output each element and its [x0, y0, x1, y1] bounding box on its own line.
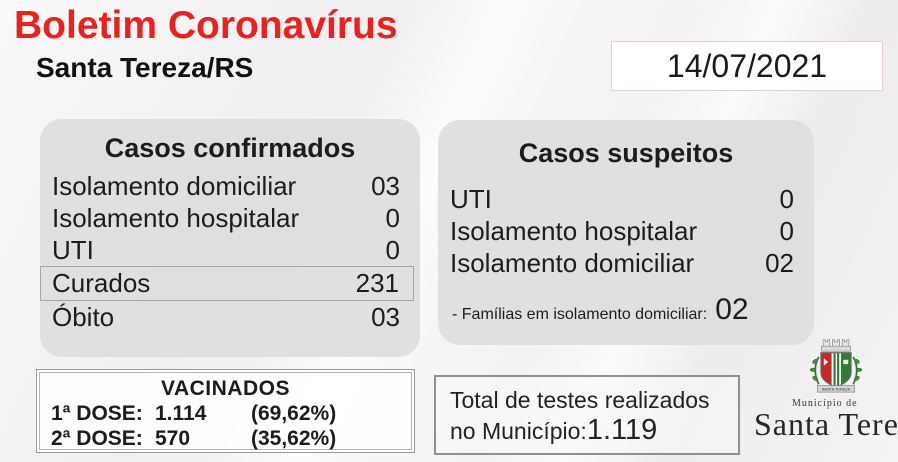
- stat-row-obito: Óbito 03: [40, 301, 420, 333]
- stat-label: Isolamento hospitalar: [52, 203, 300, 233]
- stat-value: 0: [779, 216, 794, 246]
- vaccinated-box: VACINADOS 1ª DOSE: 1.114 (69,62%) 2ª DOS…: [36, 369, 415, 453]
- dose-row-2: 2ª DOSE: 570 (35,62%): [51, 426, 400, 451]
- confirmed-cases-panel: Casos confirmados Isolamento domiciliar …: [40, 119, 420, 357]
- families-note-value: 02: [715, 293, 749, 326]
- dose-row-1: 1ª DOSE: 1.114 (69,62%): [51, 401, 400, 426]
- vaccinated-title: VACINADOS: [161, 377, 290, 400]
- dose-value: 570: [155, 427, 191, 450]
- municipality-label: Município de: [792, 398, 858, 409]
- suspected-cases-panel: Casos suspeitos UTI 0 Isolamento hospita…: [438, 120, 814, 345]
- tests-line1: Total de testes realizados: [450, 387, 710, 413]
- stat-label: Isolamento hospitalar: [450, 216, 698, 246]
- stat-row-uti: UTI 0: [40, 234, 420, 266]
- stat-row-isolamento-domiciliar: Isolamento domiciliar 02: [438, 247, 814, 279]
- stat-row-isolamento-hospitalar: Isolamento hospitalar 0: [40, 202, 420, 234]
- municipality-logo: SANTA TEREZA Município de Santa Tereza: [752, 334, 898, 443]
- stat-label: Curados: [52, 268, 151, 298]
- dose-value: 1.114: [155, 402, 207, 425]
- stat-row-uti: UTI 0: [438, 183, 814, 215]
- tests-line2-label: no Município:: [450, 418, 587, 444]
- svg-text:SANTA TEREZA: SANTA TEREZA: [822, 387, 851, 392]
- total-tests-box: Total de testes realizados no Município:…: [434, 375, 740, 455]
- stat-value: 231: [355, 268, 399, 298]
- stat-label: Óbito: [52, 302, 115, 332]
- families-isolation-note: - Famílias em isolamento domiciliar: 02: [438, 279, 814, 325]
- stat-row-isolamento-hospitalar: Isolamento hospitalar 0: [438, 215, 814, 247]
- stat-label: Isolamento domiciliar: [52, 171, 297, 201]
- stat-row-isolamento-domiciliar: Isolamento domiciliar 03: [40, 170, 420, 202]
- date-box: 14/07/2021: [611, 41, 883, 91]
- stat-value: 03: [371, 171, 400, 201]
- dose-percent: (69,62%): [251, 402, 337, 425]
- stat-label: UTI: [450, 184, 492, 214]
- stat-row-curados: Curados 231: [40, 266, 414, 301]
- date-value: 14/07/2021: [666, 47, 828, 84]
- tests-total-value: 1.119: [586, 414, 658, 446]
- stat-value: 02: [765, 248, 794, 278]
- stat-label: Isolamento domiciliar: [450, 248, 695, 278]
- page-title: Boletim Coronavírus: [14, 4, 398, 47]
- dose-label: 2ª DOSE:: [51, 427, 143, 450]
- stat-label: UTI: [52, 235, 94, 265]
- dose-label: 1ª DOSE:: [51, 402, 143, 425]
- stat-value: 0: [779, 184, 794, 214]
- confirmed-cases-title: Casos confirmados: [104, 133, 356, 163]
- families-note-label: - Famílias em isolamento domiciliar:: [452, 306, 708, 323]
- municipal-crest-icon: SANTA TEREZA: [809, 339, 863, 393]
- page-subtitle: Santa Tereza/RS: [36, 52, 254, 83]
- stat-value: 0: [385, 203, 400, 233]
- suspected-cases-title: Casos suspeitos: [518, 138, 734, 168]
- stat-value: 0: [385, 235, 400, 265]
- municipality-name: Santa Tereza: [754, 406, 898, 442]
- dose-percent: (35,62%): [251, 427, 337, 450]
- stat-value: 03: [371, 302, 400, 332]
- tests-line2: no Município:1.119: [450, 415, 738, 446]
